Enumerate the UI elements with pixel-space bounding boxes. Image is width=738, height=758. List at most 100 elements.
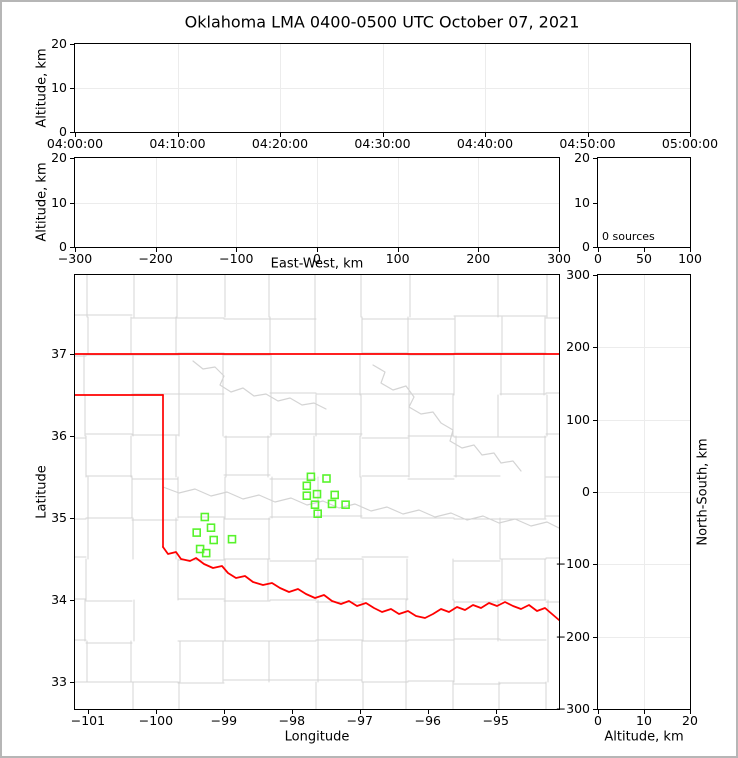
y-tick-label: 36 [51,427,67,443]
tick-mark [593,709,597,710]
gridline [75,202,559,204]
gridline [598,492,690,493]
tick-mark [75,133,76,137]
x-tick-label: 04:20:00 [251,136,309,151]
y-tick-label: 10 [574,194,590,210]
lma-station-marker [341,500,350,509]
x-tick-label: 04:40:00 [456,136,514,151]
x-tick-label: 0 [594,713,602,728]
panel-altitude-histogram: 0 sources [597,157,691,248]
x-tick-label: 0 [313,251,321,266]
tick-mark [70,44,74,45]
y-tick-label: 20 [51,35,67,51]
lma-station-marker [209,535,218,545]
tick-mark [478,248,480,252]
lma-station-marker [313,509,322,518]
oklahoma-county-map [75,275,559,709]
tick-mark [397,248,399,252]
x-tick-label: −101 [70,713,106,728]
tick-mark [291,710,293,714]
lma-station-marker [310,500,320,509]
river-lines [162,360,559,529]
tick-mark [87,710,89,714]
tick-mark [70,353,74,355]
tick-mark [427,710,429,714]
tick-mark [593,492,597,493]
gridline [598,347,690,349]
tick-mark [75,248,76,252]
gridline [75,88,690,89]
lma-station-marker [306,472,316,482]
gridline [598,419,690,421]
lma-station-marker [327,499,337,509]
lma-station-marker [192,528,201,537]
x-tick-label: −96 [414,713,441,728]
lma-station-marker [302,481,312,491]
axis-label-east-west: East-West, km [270,256,364,272]
tick-mark [70,202,74,204]
x-tick-label: 200 [466,251,491,266]
tick-mark [598,248,599,252]
x-tick-label: 04:50:00 [559,136,616,151]
y-tick-label: 10 [51,194,67,210]
source-count-label: 0 sources [602,230,655,243]
axis-label-north-south: North-South, km [695,438,711,546]
tick-mark [644,710,645,714]
tick-mark [485,133,486,137]
tick-mark [70,681,74,683]
y-tick-label: −100 [555,556,590,572]
x-tick-label: −98 [278,713,306,728]
axis-label-altitude-ns-panel: Altitude, km [604,729,684,745]
y-tick-label: −300 [555,700,590,716]
tick-mark [690,710,691,714]
y-tick-label: 20 [51,149,67,165]
x-tick-label: 04:10:00 [149,136,206,151]
y-tick-label: 10 [51,79,67,95]
oklahoma-state-border [75,353,559,621]
panel-eastwest-height [74,157,560,248]
x-tick-label: −97 [346,713,374,728]
x-tick-label: 100 [678,251,702,266]
tick-mark [70,88,74,89]
tick-mark [70,435,74,437]
y-tick-label: 34 [51,591,67,607]
y-tick-label: 0 [582,238,590,254]
tick-mark [559,248,560,252]
x-tick-label: 04:30:00 [354,136,411,151]
x-tick-label: 50 [636,251,652,266]
tick-mark [382,133,384,137]
panel-time-height [74,43,691,133]
x-tick-label: 04:00:00 [46,136,104,151]
x-tick-label: −95 [482,713,509,728]
tick-mark [587,133,589,137]
tick-mark [644,248,645,252]
tick-mark [593,636,597,638]
county-boundaries [75,275,559,709]
lma-station-marker [312,489,322,499]
y-tick-label: 35 [51,509,67,525]
y-tick-label: −200 [555,628,590,644]
tick-mark [177,133,179,137]
tick-mark [70,158,74,159]
lma-station-markers [192,472,350,558]
x-tick-label: 10 [636,713,652,728]
x-tick-label: 20 [682,713,698,728]
y-tick-label: 20 [574,149,590,165]
x-tick-label: −100 [219,251,254,266]
x-tick-label: 05:00:00 [661,136,719,151]
tick-mark [70,599,74,601]
tick-mark [70,517,74,519]
tick-mark [598,710,599,714]
tick-mark [495,710,497,714]
tick-mark [70,132,74,133]
lma-station-marker [206,523,216,532]
y-tick-label: 0 [59,238,67,254]
tick-mark [317,248,318,252]
lma-station-marker [201,548,211,558]
x-tick-label: −300 [57,251,93,266]
tick-mark [593,275,597,276]
lma-station-marker [227,534,237,544]
lma-station-marker [330,490,340,500]
x-tick-label: −99 [210,713,238,728]
